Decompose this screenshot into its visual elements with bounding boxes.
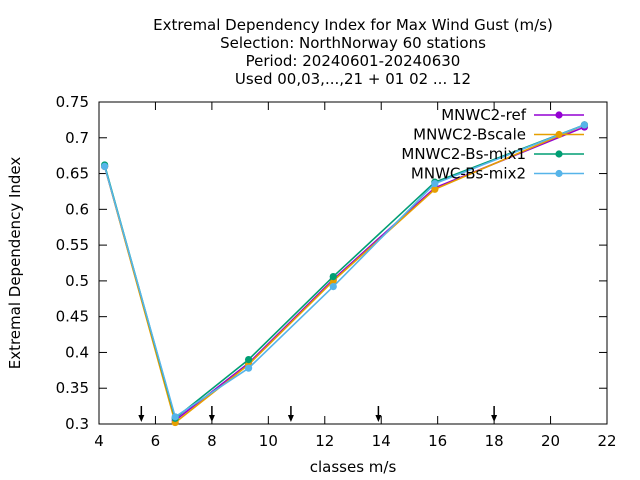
- y-tick-label: 0.55: [56, 236, 89, 254]
- legend-label: MNWC2-Bscale: [413, 126, 526, 144]
- legend-label: MNWC-Bs-mix2: [411, 165, 526, 183]
- legend-item: MNWC2-ref: [441, 106, 584, 124]
- y-axis-label: Extremal Dependency Index: [6, 157, 24, 370]
- title-line-4: Used 00,03,...,21 + 01 02 ... 12: [235, 70, 471, 88]
- series-mnwc-bs-mix2: [101, 121, 589, 421]
- legend-item: MNWC2-Bscale: [413, 126, 584, 144]
- y-tick-label: 0.45: [56, 308, 89, 326]
- data-point: [171, 413, 179, 421]
- down-arrow-icon: [375, 406, 382, 422]
- x-tick-label: 18: [485, 432, 504, 450]
- x-axis-label: classes m/s: [310, 458, 397, 476]
- plot-area-border: [98, 101, 608, 425]
- class-arrow-markers: [138, 406, 498, 422]
- data-point: [244, 364, 253, 372]
- down-arrow-icon: [491, 406, 498, 422]
- y-tick-label: 0.65: [56, 165, 89, 183]
- y-tick-label: 0.35: [56, 379, 89, 397]
- legend-label: MNWC2-Bs-mix1: [401, 145, 526, 163]
- y-axis: 0.3 0.35 0.4 0.45 0.5 0.55 0.6 0.65 0.7 0.75: [56, 93, 607, 433]
- y-tick-label: 0.4: [65, 343, 89, 361]
- x-tick-label: 12: [315, 432, 334, 450]
- series-line: [103, 124, 585, 424]
- y-tick-label: 0.3: [65, 415, 89, 433]
- x-tick-label: 10: [259, 432, 278, 450]
- data-point: [101, 162, 109, 170]
- x-tick-label: 8: [207, 432, 217, 450]
- x-tick-label: 14: [372, 432, 391, 450]
- legend-label: MNWC2-ref: [441, 106, 526, 124]
- y-tick-label: 0.7: [65, 129, 89, 147]
- x-tick-label: 4: [94, 432, 104, 450]
- legend-marker: [555, 111, 563, 119]
- chart-title: Extremal Dependency Index for Max Wind G…: [153, 16, 553, 88]
- data-point: [431, 185, 439, 193]
- x-tick-label: 16: [428, 432, 447, 450]
- legend-marker: [555, 150, 563, 158]
- x-tick-label: 20: [541, 432, 560, 450]
- x-tick-label: 6: [151, 432, 161, 450]
- y-tick-label: 0.5: [65, 272, 89, 290]
- data-point: [244, 356, 253, 364]
- data-point: [329, 283, 337, 291]
- x-tick-label: 22: [597, 432, 616, 450]
- title-line-3: Period: 20240601-20240630: [246, 52, 461, 70]
- data-point: [329, 272, 337, 281]
- y-tick-label: 0.75: [56, 93, 89, 111]
- legend-marker: [555, 169, 563, 178]
- down-arrow-icon: [287, 406, 294, 422]
- y-tick-label: 0.6: [65, 200, 89, 218]
- series-line: [103, 124, 585, 419]
- legend-marker: [555, 130, 563, 139]
- title-line-2: Selection: NorthNorway 60 stations: [220, 34, 486, 52]
- series-group: [101, 121, 589, 427]
- legend-item: MNWC-Bs-mix2: [411, 165, 584, 183]
- data-point: [431, 179, 439, 188]
- down-arrow-icon: [208, 406, 215, 422]
- x-axis: 4 6 8 10 12 14 16 18 20 22: [94, 102, 617, 450]
- data-point: [580, 121, 589, 129]
- title-line-1: Extremal Dependency Index for Max Wind G…: [153, 16, 553, 34]
- down-arrow-icon: [138, 406, 145, 422]
- legend-item: MNWC2-Bs-mix1: [401, 145, 584, 163]
